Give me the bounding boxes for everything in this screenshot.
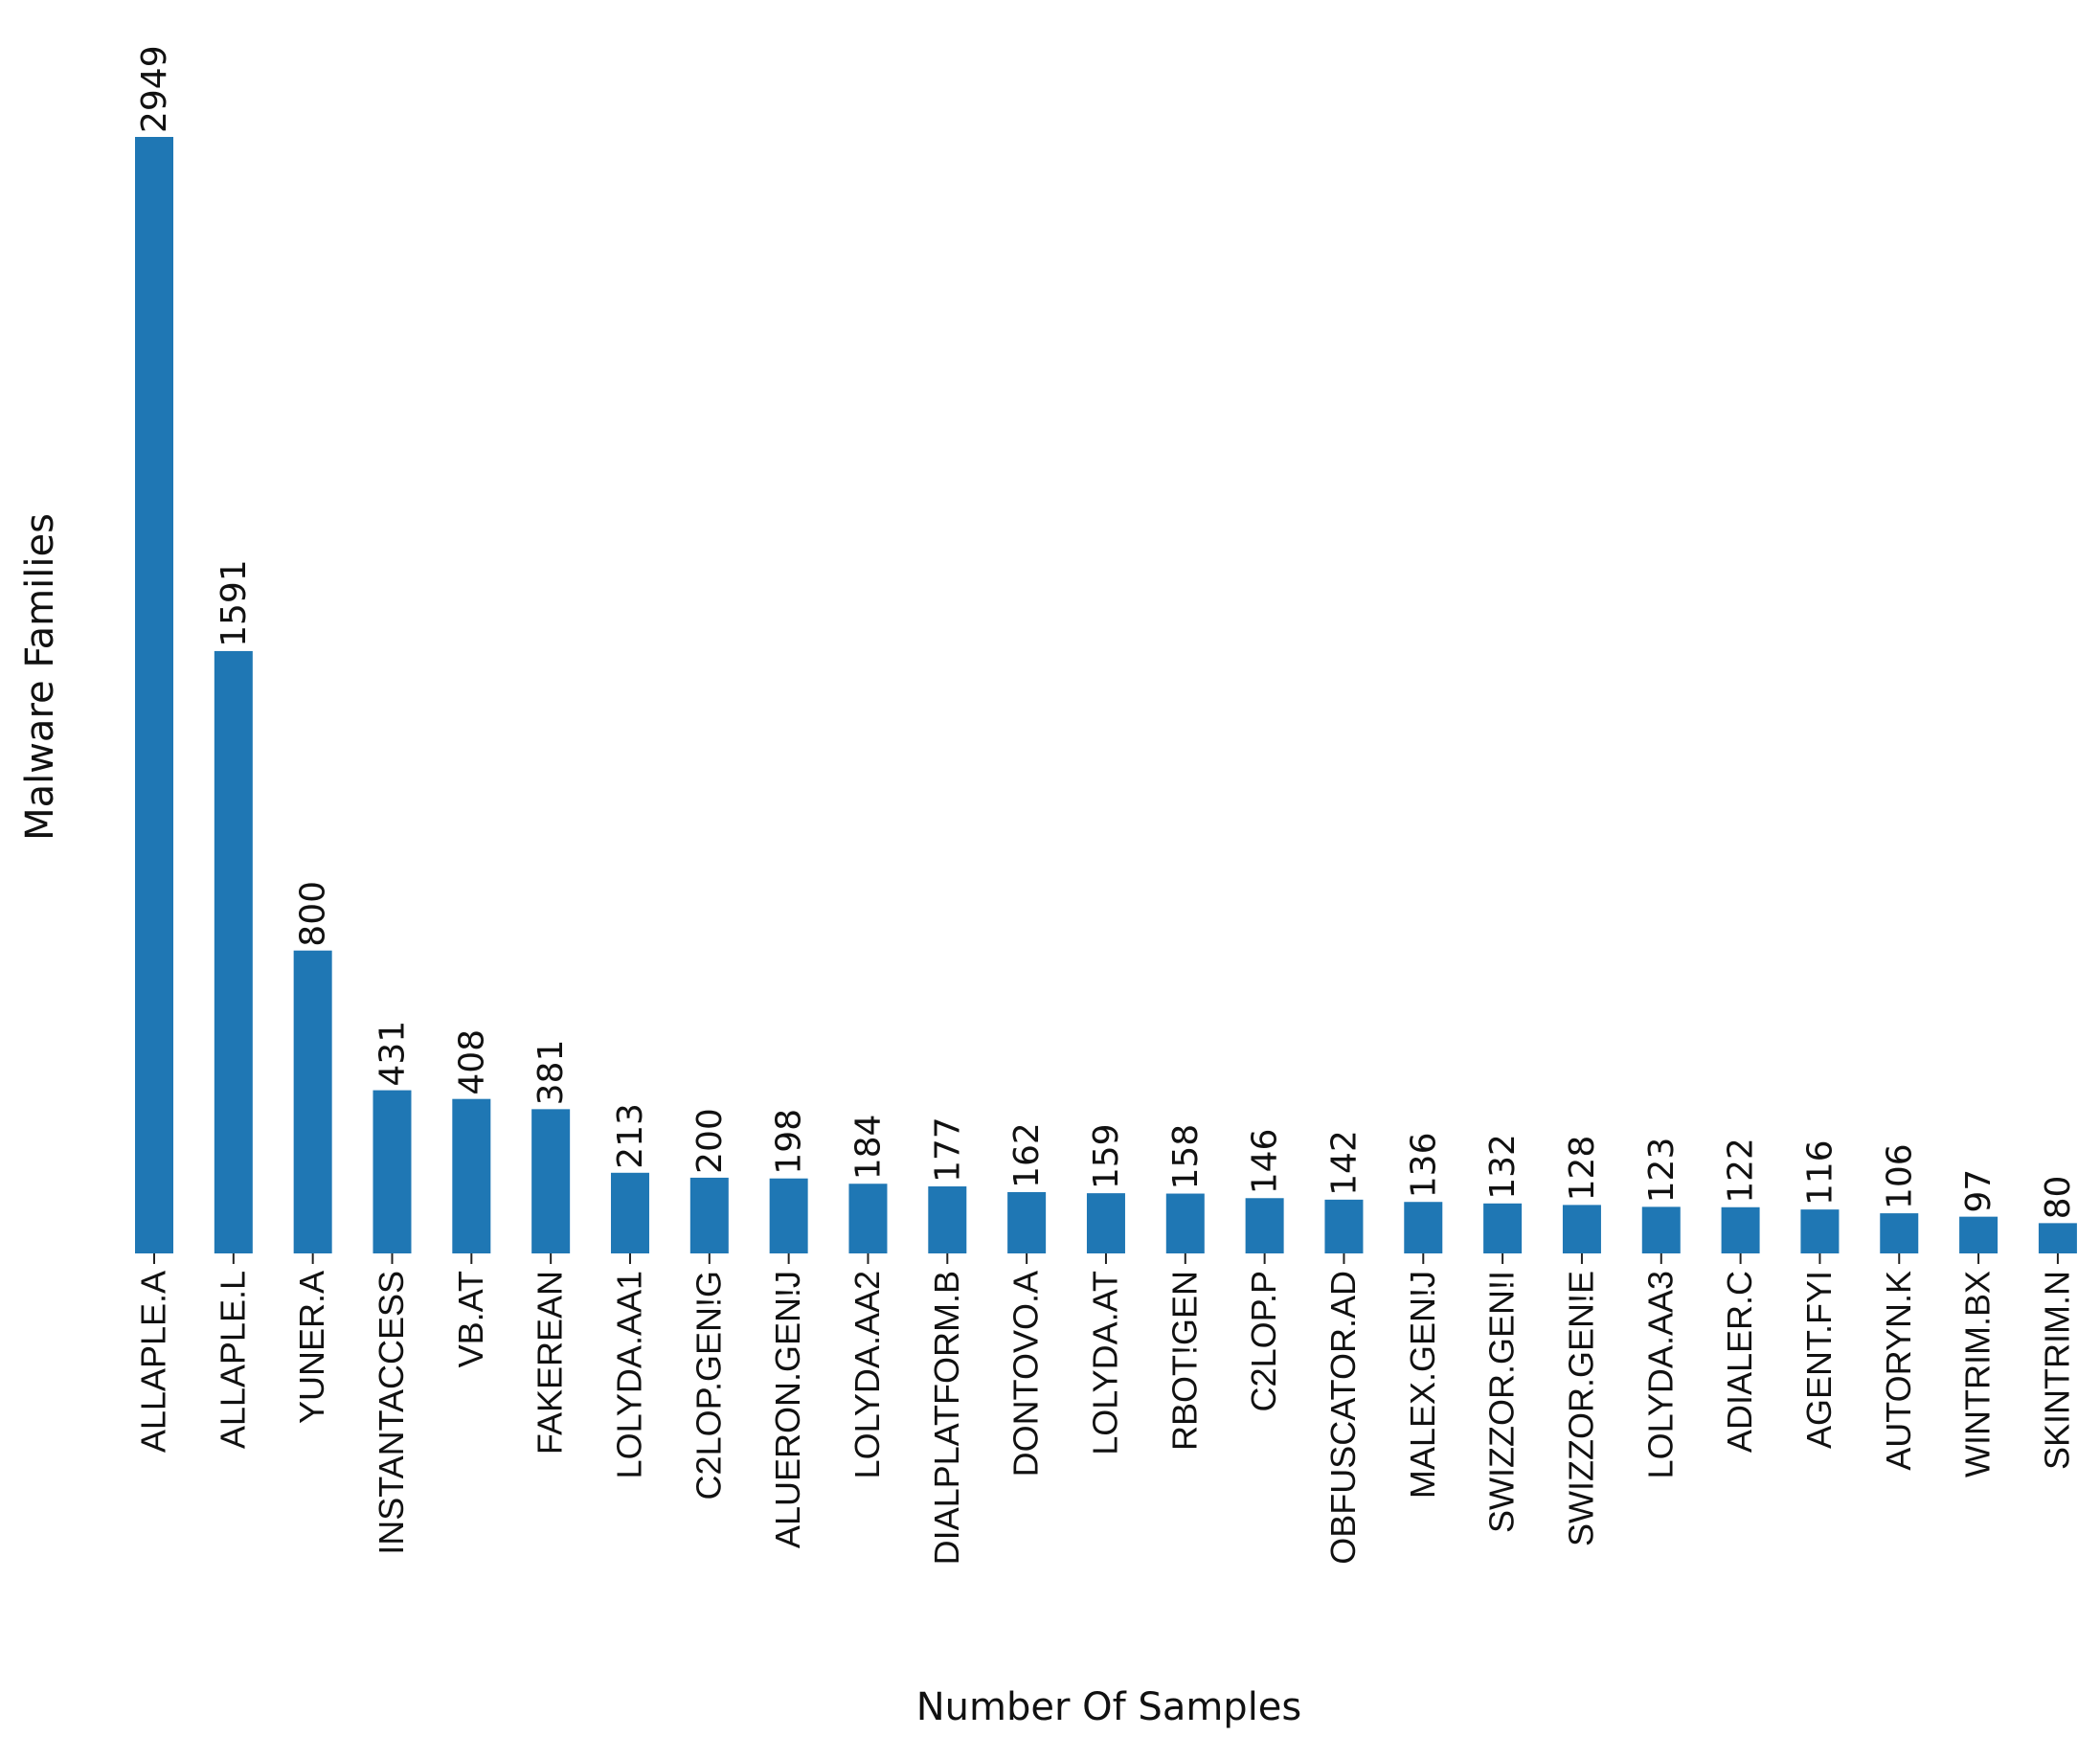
bar bbox=[452, 1098, 491, 1253]
bar bbox=[531, 1109, 571, 1253]
x-tick-label: AUTORYN.K bbox=[1879, 1271, 1918, 1471]
value-label: 184 bbox=[848, 1115, 888, 1181]
x-tick-label: VB.AT bbox=[451, 1271, 490, 1367]
x-tick-label: ALUERON.GEN!J bbox=[768, 1271, 807, 1548]
x-tick-label: C2LOP.GEN!G bbox=[689, 1271, 728, 1500]
bar bbox=[769, 1178, 808, 1253]
x-axis-label: Number Of Samples bbox=[916, 1685, 1302, 1729]
value-label: 116 bbox=[1800, 1139, 1840, 1206]
y-axis-label: Malware Families bbox=[18, 513, 62, 841]
value-label: 162 bbox=[1007, 1122, 1047, 1188]
bar bbox=[1721, 1206, 1760, 1253]
bar bbox=[2038, 1223, 2077, 1253]
value-label: 213 bbox=[611, 1103, 650, 1169]
x-tick-label: DONTOVO.A bbox=[1006, 1271, 1046, 1477]
value-label: 408 bbox=[452, 1029, 491, 1095]
value-label: 200 bbox=[690, 1108, 730, 1174]
bar bbox=[293, 950, 332, 1253]
x-tick-label: MALEX.GEN!J bbox=[1403, 1271, 1442, 1499]
bar bbox=[1959, 1216, 1998, 1253]
bar bbox=[1880, 1213, 1919, 1253]
x-tick-label: FAKEREAN bbox=[531, 1271, 570, 1455]
value-label: 146 bbox=[1246, 1129, 1285, 1195]
x-tick-label: LOLYDA.AA2 bbox=[847, 1271, 887, 1478]
x-tick-label: DIALPLATFORM.B bbox=[927, 1271, 966, 1565]
bar bbox=[1086, 1193, 1125, 1253]
value-label: 2949 bbox=[135, 45, 174, 133]
x-tick-label: ADIALER.C bbox=[1720, 1271, 1759, 1453]
bar bbox=[1007, 1191, 1047, 1253]
value-label: 198 bbox=[770, 1109, 809, 1175]
bar bbox=[928, 1186, 967, 1253]
value-label: 97 bbox=[1959, 1169, 1998, 1213]
bar bbox=[1800, 1209, 1840, 1253]
x-tick-label: ALLAPLE.A bbox=[134, 1271, 173, 1453]
x-tick-label: LOLYDA.AT bbox=[1085, 1271, 1124, 1455]
x-tick-label: LOLYDA.AA3 bbox=[1640, 1271, 1680, 1478]
value-label: 132 bbox=[1483, 1134, 1523, 1200]
bar bbox=[689, 1177, 729, 1253]
bar bbox=[1404, 1202, 1443, 1253]
x-tick-label: ALLAPLE.L bbox=[213, 1271, 252, 1449]
value-label: 80 bbox=[2039, 1176, 2078, 1220]
bar bbox=[373, 1090, 412, 1253]
x-tick-label: OBFUSCATOR.AD bbox=[1323, 1271, 1363, 1565]
x-tick-label: SWIZZOR.GEN!I bbox=[1482, 1271, 1522, 1533]
x-tick-label: AGENT.FYI bbox=[1799, 1271, 1839, 1449]
bar bbox=[135, 137, 173, 1253]
x-tick-label: LOLYDA.AA1 bbox=[609, 1271, 648, 1478]
x-tick-label: RBOT!GEN bbox=[1164, 1271, 1204, 1451]
value-label: 1591 bbox=[215, 559, 254, 647]
bar bbox=[848, 1184, 888, 1253]
value-label: 158 bbox=[1166, 1124, 1206, 1190]
value-label: 381 bbox=[531, 1040, 571, 1106]
value-label: 122 bbox=[1722, 1138, 1761, 1204]
bar bbox=[1562, 1205, 1601, 1253]
value-label: 128 bbox=[1563, 1136, 1602, 1202]
bar bbox=[214, 650, 253, 1253]
value-label: 106 bbox=[1880, 1143, 1919, 1209]
value-label: 177 bbox=[928, 1116, 967, 1183]
bar bbox=[610, 1172, 649, 1253]
bar bbox=[1641, 1206, 1681, 1253]
bar bbox=[1483, 1203, 1523, 1253]
bar bbox=[1324, 1199, 1364, 1253]
value-label: 142 bbox=[1324, 1130, 1364, 1196]
x-tick-label: SKINTRIM.N bbox=[2037, 1271, 2076, 1470]
value-label: 800 bbox=[294, 881, 333, 947]
x-tick-label: SWIZZOR.GEN!E bbox=[1561, 1271, 1600, 1546]
value-label: 123 bbox=[1642, 1138, 1682, 1204]
value-label: 159 bbox=[1087, 1123, 1126, 1189]
bar bbox=[1165, 1193, 1205, 1253]
value-label: 431 bbox=[373, 1021, 412, 1087]
x-tick-label: C2LOP.P bbox=[1244, 1271, 1283, 1411]
x-tick-label: YUNER.A bbox=[292, 1271, 331, 1424]
bar bbox=[1245, 1198, 1284, 1253]
x-tick-label: WINTRIM.BX bbox=[1958, 1271, 1998, 1477]
value-label: 136 bbox=[1404, 1133, 1443, 1199]
x-tick-label: INSTANTACCESS bbox=[372, 1271, 411, 1555]
